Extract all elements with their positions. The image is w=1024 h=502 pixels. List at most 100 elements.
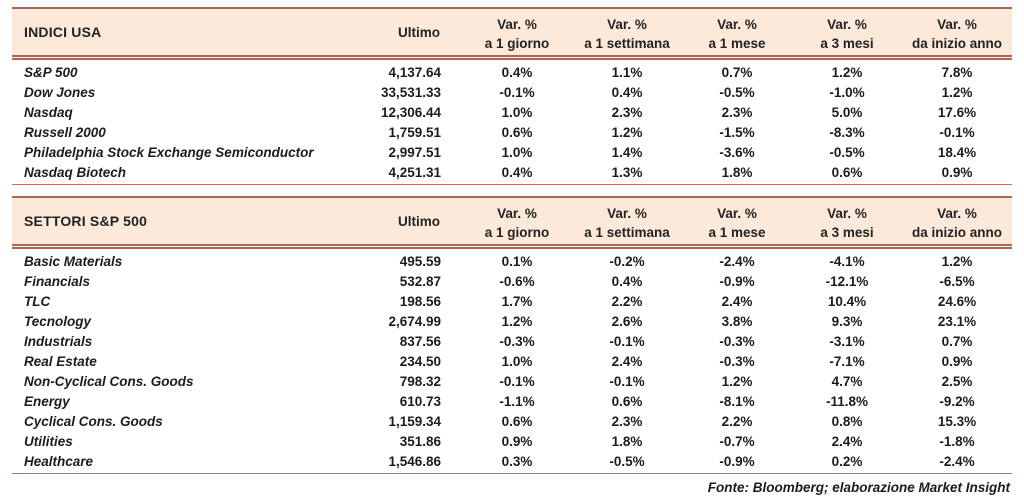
var-value-cell: 0.6% [501,413,533,429]
var-value-cell: -0.6% [499,273,535,289]
var-value-cell: 2.6% [611,313,643,329]
row-name-cell: Industrials [24,333,93,349]
indici-usa-table: INDICI USA Ultimo Var. % a 1 giorno Var.… [12,7,1012,185]
var-value-cell: -1.8% [939,433,975,449]
row-name-cell: Non-Cyclical Cons. Goods [24,373,194,389]
var-value-cell: 1.8% [682,162,792,185]
var-period-label: a 3 mesi [820,35,874,51]
var-value-cell: 2.2% [611,293,643,309]
var-value-cell: -0.3% [499,333,535,349]
table-row: TLC 198.56 1.7% 2.2% 2.4% 10.4% 24.6% [12,291,1012,311]
var-value-cell: 1.4% [611,144,643,160]
ultimo-value-cell: 2,997.51 [388,144,441,160]
ultimo-value-cell: 1,546.86 [352,451,462,474]
var-value-cell: 3.8% [721,313,753,329]
var-value-cell: 1.0% [501,144,533,160]
var-label: Var. % [607,205,647,221]
var-value-cell: 2.4% [721,293,753,309]
column-header-ultimo: Ultimo [352,196,462,249]
var-value-cell: -1.1% [499,393,535,409]
ultimo-value-cell: 2,674.99 [388,313,441,329]
var-value-cell: -0.3% [719,353,755,369]
row-name-cell: Russell 2000 [24,124,106,140]
var-value-cell: -0.7% [719,433,755,449]
var-value-cell: 0.9% [941,353,973,369]
row-name-cell: Dow Jones [24,84,96,100]
var-value-cell: -2.4% [719,253,755,269]
var-value-cell: 1.8% [611,433,643,449]
ultimo-value-cell: 234.50 [399,353,441,369]
ultimo-value-cell: 837.56 [399,333,441,349]
var-value-cell: 15.3% [937,413,977,429]
var-period-label: da inizio anno [912,35,1002,51]
column-header-var-3-mesi: Var. % a 3 mesi [792,196,902,249]
table-row: Dow Jones 33,531.33 -0.1% 0.4% -0.5% -1.0% 1.2… [12,82,1012,102]
var-value-cell: 17.6% [937,104,977,120]
row-name-cell: Utilities [24,433,73,449]
table-row: Nasdaq 12,306.44 1.0% 2.3% 2.3% 5.0% 17.6% [12,102,1012,122]
column-header-var-3-mesi: Var. % a 3 mesi [792,7,902,60]
var-value-cell: -8.3% [829,124,865,140]
var-value-cell: -0.3% [719,333,755,349]
var-value-cell: 0.4% [462,162,572,185]
var-value-cell: -6.5% [939,273,975,289]
var-value-cell: 1.0% [501,104,533,120]
ultimo-value-cell: 4,137.64 [388,64,441,80]
column-header-var-inizio-anno: Var. % da inizio anno [902,196,1012,249]
var-value-cell: 2.2% [721,413,753,429]
var-value-cell: 1.3% [572,162,682,185]
settori-sp500-table: SETTORI S&P 500 Ultimo Var. % a 1 giorno… [12,196,1012,474]
var-value-cell: -0.1% [609,333,645,349]
var-value-cell: 5.0% [831,104,863,120]
var-period-label: a 1 giorno [484,224,550,240]
var-value-cell: 0.7% [721,64,753,80]
table-row: Utilities 351.86 0.9% 1.8% -0.7% 2.4% -1.8% [12,431,1012,451]
column-header-var-1-giorno: Var. % a 1 giorno [462,7,572,60]
var-value-cell: 1.1% [611,64,643,80]
row-name-cell: Philadelphia Stock Exchange Semiconducto… [24,144,314,160]
var-label: Var. % [827,16,867,32]
var-value-cell: 0.4% [611,273,643,289]
var-value-cell: 0.9% [501,433,533,449]
var-period-label: a 1 mese [708,224,766,240]
var-value-cell: 0.6% [611,393,643,409]
table-row: Philadelphia Stock Exchange Semiconducto… [12,142,1012,162]
var-value-cell: 2.4% [831,433,863,449]
var-value-cell: -2.4% [902,451,1012,474]
var-value-cell: -0.1% [939,124,975,140]
ultimo-value-cell: 495.59 [399,253,441,269]
var-label: Var. % [827,205,867,221]
header-row: INDICI USA Ultimo Var. % a 1 giorno Var.… [12,7,1012,60]
column-header-var-1-settimana: Var. % a 1 settimana [572,196,682,249]
var-value-cell: -4.1% [829,253,865,269]
var-value-cell: 2.4% [611,353,643,369]
var-value-cell: 1.0% [501,353,533,369]
row-name-cell: Energy [24,393,70,409]
row-name-cell: Nasdaq [24,104,73,120]
var-label: Var. % [937,205,977,221]
table-row: Non-Cyclical Cons. Goods 798.32 -0.1% -0.1%… [12,371,1012,391]
var-value-cell: 0.8% [831,413,863,429]
var-value-cell: 0.6% [792,162,902,185]
ultimo-value-cell: 532.87 [399,273,441,289]
table-row: Energy 610.73 -1.1% 0.6% -8.1% -11.8% -9.2% [12,391,1012,411]
var-period-label: a 1 mese [708,35,766,51]
var-value-cell: 1.2% [941,84,973,100]
var-value-cell: 1.2% [501,313,533,329]
ultimo-value-cell: 33,531.33 [380,84,441,100]
ultimo-value-cell: 1,759.51 [388,124,441,140]
var-value-cell: 24.6% [937,293,977,309]
row-name-cell: Basic Materials [24,253,123,269]
row-name-cell: TLC [24,293,51,309]
var-value-cell: 2.3% [611,413,643,429]
var-value-cell: -11.8% [825,393,869,409]
var-label: Var. % [497,16,537,32]
var-value-cell: -0.9% [682,451,792,474]
var-value-cell: 0.6% [501,124,533,140]
var-label: Var. % [717,205,757,221]
var-value-cell: -0.9% [719,273,755,289]
var-value-cell: -1.5% [719,124,755,140]
column-header-var-1-settimana: Var. % a 1 settimana [572,7,682,60]
table-row: Basic Materials 495.59 0.1% -0.2% -2.4% -4.1%… [12,247,1012,272]
